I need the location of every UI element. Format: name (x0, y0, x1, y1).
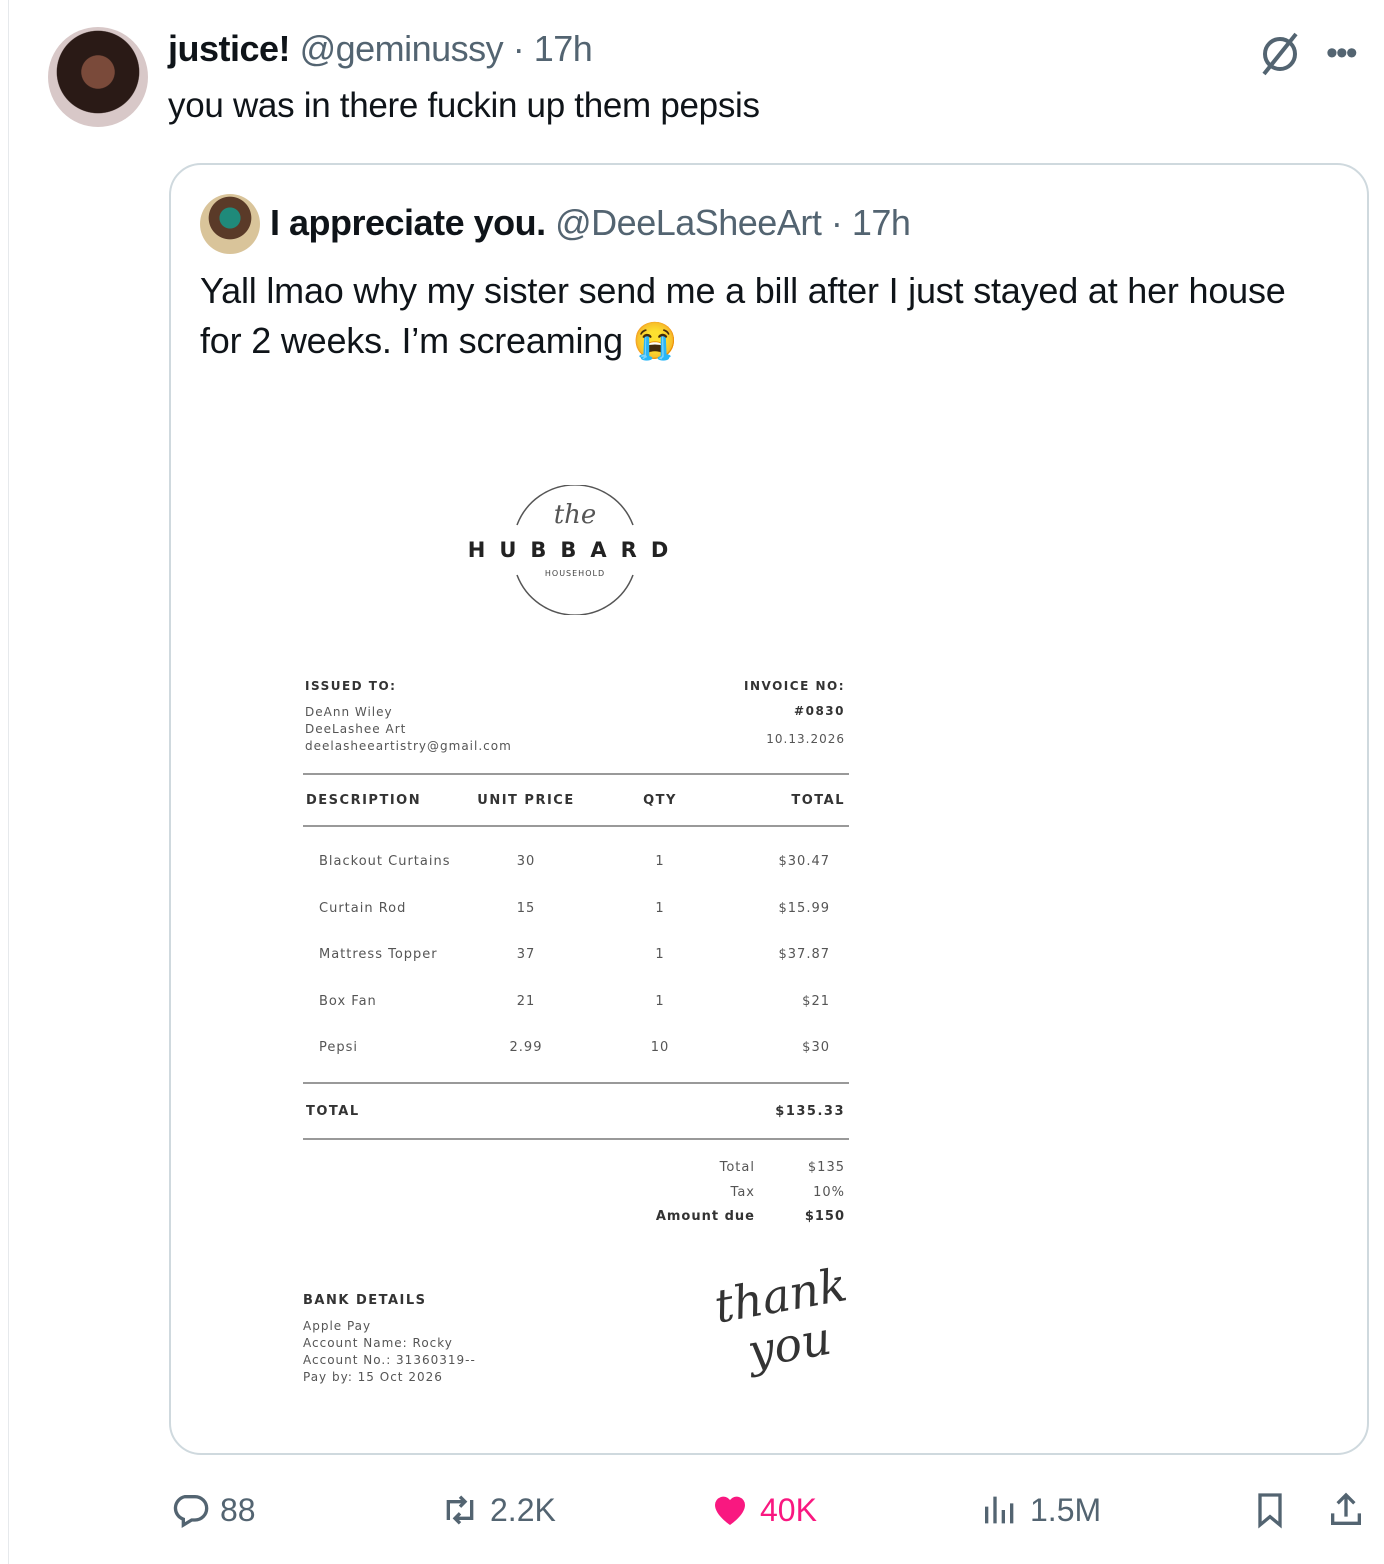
issued-company: DeeLashee Art (305, 722, 407, 736)
display-name[interactable]: justice! (168, 28, 291, 69)
col-unit-price: UNIT PRICE (477, 793, 575, 808)
row-total: $30.47 (778, 854, 830, 869)
row-price: 37 (516, 947, 536, 962)
summary-tax-value: 10% (813, 1185, 845, 1200)
quote-header: I appreciate you. @DeeLaSheeArt · 17h (270, 202, 911, 243)
reply-count: 88 (220, 1491, 256, 1528)
row-qty: 1 (655, 947, 665, 962)
like-count: 40K (760, 1491, 817, 1528)
more-options-icon[interactable]: ••• (1326, 34, 1358, 72)
row-total: $37.87 (778, 947, 830, 962)
bank-details: Apple Pay Account Name: Rocky Account No… (303, 1318, 476, 1386)
divider (303, 773, 849, 775)
like-button[interactable]: 40K (710, 1490, 817, 1530)
views-icon (985, 1496, 1014, 1524)
col-description: DESCRIPTION (306, 793, 422, 808)
issued-to: DeAnn Wiley DeeLashee Art deelasheeartis… (305, 704, 512, 755)
repost-button[interactable]: 2.2K (440, 1490, 556, 1530)
row-qty: 1 (655, 993, 665, 1009)
row-desc: Curtain Rod (319, 900, 407, 916)
repost-icon (446, 1495, 474, 1525)
logo-script: the (553, 500, 597, 530)
row-desc: Box Fan (319, 993, 377, 1009)
summary-total-value: $135 (807, 1160, 845, 1175)
handle[interactable]: @geminussy (299, 28, 504, 69)
quote-handle: @DeeLaSheeArt (555, 202, 822, 243)
row-total: $21 (802, 993, 830, 1009)
row-total: $30 (802, 1040, 830, 1055)
quote-card[interactable] (169, 163, 1369, 1455)
row-price: 21 (516, 993, 536, 1009)
row-qty: 1 (655, 854, 665, 869)
row-desc: Mattress Topper (319, 947, 438, 962)
tweet-text: you was in there fuckin up them pepsis (168, 86, 760, 125)
invoice-no: #0830 (794, 704, 845, 718)
reply-icon (173, 1495, 209, 1528)
avatar[interactable] (48, 27, 148, 127)
tweet-header: justice! @geminussy · 17h (168, 28, 593, 69)
summary-tax-label: Tax (730, 1185, 755, 1200)
views-count: 1.5M (1030, 1491, 1102, 1528)
grok-icon[interactable] (1256, 30, 1304, 78)
quote-text: Yall lmao why my sister send me a bill a… (200, 270, 1286, 361)
row-qty: 10 (650, 1040, 670, 1055)
row-desc: Pepsi (319, 1040, 359, 1055)
logo-name: HUBBARD (467, 538, 683, 562)
row-total: $15.99 (778, 900, 830, 916)
issued-email: deelasheeartistry@gmail.com (305, 739, 512, 753)
amount-due-label: Amount due (655, 1209, 755, 1224)
bank-line: Account No.: 31360319-- (303, 1353, 476, 1367)
row-price: 2.99 (509, 1040, 543, 1055)
divider (303, 1082, 849, 1084)
row-qty: 1 (655, 900, 665, 916)
invoice-no-label: INVOICE NO: (744, 679, 845, 693)
views-button[interactable]: 1.5M (980, 1490, 1101, 1530)
issued-name: DeAnn Wiley (305, 705, 393, 719)
reply-button[interactable]: 88 (170, 1490, 256, 1530)
summary-total-label: Total (719, 1160, 755, 1175)
divider (8, 0, 9, 1564)
share-icon[interactable] (1326, 1490, 1366, 1530)
quote-avatar[interactable] (200, 194, 260, 254)
row-desc: Blackout Curtains (319, 854, 451, 869)
bank-line: Pay by: 15 Oct 2026 (303, 1370, 443, 1384)
total-label: TOTAL (306, 1104, 360, 1119)
divider (303, 825, 849, 827)
bookmark-icon[interactable] (1250, 1490, 1290, 1530)
divider (303, 1138, 849, 1140)
bank-line: Apple Pay (303, 1319, 372, 1333)
row-price: 15 (516, 900, 536, 916)
bank-line: Account Name: Rocky (303, 1336, 453, 1350)
heart-icon (715, 1496, 745, 1525)
row-price: 30 (516, 854, 536, 869)
quote-display-name: I appreciate you. (270, 202, 546, 243)
bank-label: BANK DETAILS (303, 1293, 427, 1308)
quote-timestamp: 17h (851, 202, 911, 243)
col-qty: QTY (643, 793, 677, 808)
issued-to-label: ISSUED TO: (305, 679, 397, 693)
invoice-date: 10.13.2026 (766, 732, 845, 746)
col-total: TOTAL (791, 793, 845, 808)
timestamp[interactable]: 17h (533, 28, 593, 69)
logo-circle (516, 485, 634, 615)
total-value: $135.33 (775, 1104, 845, 1119)
repost-count: 2.2K (490, 1491, 556, 1528)
logo-sub: HOUSEHOLD (544, 569, 606, 578)
amount-due-value: $150 (804, 1209, 845, 1224)
